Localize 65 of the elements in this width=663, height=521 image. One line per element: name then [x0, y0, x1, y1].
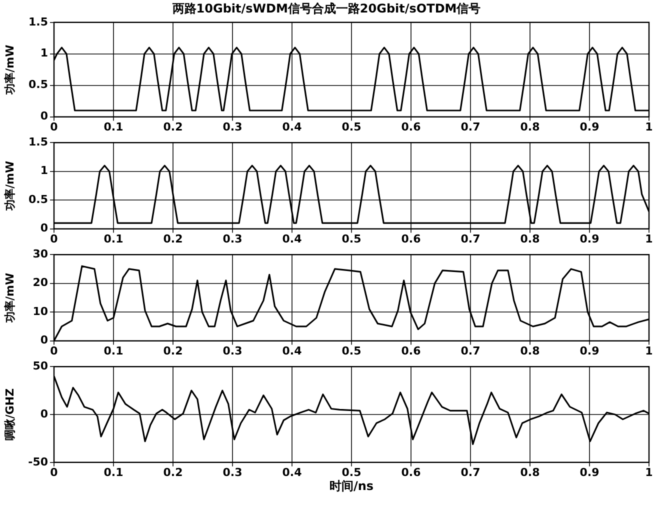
chart-title: 两路10Gbit/sWDM信号合成一路20Gbit/sOTDM信号: [171, 1, 481, 16]
x-tick-label: 0.9: [580, 232, 600, 246]
y-tick-label: 50: [32, 359, 48, 372]
x-tick-label: 1: [645, 466, 653, 479]
x-tick-label: 0.4: [282, 120, 302, 134]
x-tick-label: 0: [50, 232, 58, 246]
x-tick-label: 0.4: [282, 466, 302, 479]
x-tick-label: 0.1: [104, 466, 124, 479]
x-tick-label: 0.8: [520, 232, 540, 246]
x-tick-label: 0.3: [222, 232, 242, 246]
y-axis-title: 功率/mW: [3, 272, 16, 324]
x-tick-label: 0.3: [222, 120, 242, 134]
y-tick-label: 0: [40, 222, 48, 235]
x-tick-label: 0.7: [460, 232, 480, 246]
x-tick-label: 0.5: [342, 232, 362, 246]
x-tick-label: 1: [645, 232, 653, 246]
y-tick-label: 1.5: [28, 15, 48, 28]
x-tick-label: 0.8: [520, 120, 540, 134]
x-tick-label: 0.1: [104, 344, 124, 358]
x-tick-label: 0.3: [222, 466, 242, 479]
y-tick-label: 0.5: [28, 192, 48, 206]
x-tick-label: 0.4: [282, 232, 302, 246]
x-tick-label: 0: [50, 120, 58, 134]
x-tick-label: 0.1: [104, 120, 124, 134]
x-tick-label: 0.8: [520, 344, 540, 358]
x-tick-label: 0.1: [104, 232, 124, 246]
x-tick-label: 0.2: [163, 120, 183, 134]
x-tick-label: 0.3: [222, 344, 242, 358]
y-axis-title: 啁啾/GHZ: [3, 388, 16, 441]
x-tick-label: 0.9: [580, 120, 600, 134]
x-tick-label: 0.7: [460, 466, 480, 479]
x-axis-title: 时间/ns: [329, 478, 374, 493]
x-tick-label: 0.6: [401, 120, 422, 134]
y-tick-label: 10: [32, 304, 48, 318]
x-tick-label: 0.2: [163, 466, 183, 479]
x-tick-label: 0.4: [282, 344, 302, 358]
y-tick-label: 1: [40, 46, 48, 60]
x-tick-label: 1: [645, 120, 653, 134]
y-tick-label: -50: [28, 455, 48, 468]
y-axis-title: 功率/mW: [3, 44, 16, 96]
x-tick-label: 1: [645, 344, 653, 358]
x-tick-label: 0.7: [460, 120, 480, 134]
y-tick-label: 1.5: [28, 135, 48, 148]
y-tick-label: 1: [40, 164, 48, 178]
x-tick-label: 0.2: [163, 344, 183, 358]
x-tick-label: 0: [50, 344, 58, 358]
x-tick-label: 0.9: [580, 344, 600, 358]
y-tick-label: 20: [32, 276, 48, 290]
y-tick-label: 0: [40, 407, 48, 420]
y-axis-title: 功率/mW: [3, 160, 16, 212]
x-tick-label: 0.6: [401, 466, 422, 479]
y-tick-label: 30: [32, 247, 48, 260]
x-tick-label: 0.7: [460, 344, 480, 358]
x-tick-label: 0.5: [342, 466, 362, 479]
x-tick-label: 0.2: [163, 232, 183, 246]
x-tick-label: 0.5: [342, 344, 362, 358]
x-tick-label: 0.9: [580, 466, 600, 479]
x-tick-label: 0.6: [401, 232, 422, 246]
x-tick-label: 0: [50, 466, 58, 479]
y-tick-label: 0.5: [28, 78, 48, 92]
y-tick-label: 0: [40, 110, 48, 123]
x-tick-label: 0.6: [401, 344, 422, 358]
x-tick-label: 0.8: [520, 466, 540, 479]
x-tick-label: 0.5: [342, 120, 362, 134]
y-tick-label: 0: [40, 334, 48, 347]
